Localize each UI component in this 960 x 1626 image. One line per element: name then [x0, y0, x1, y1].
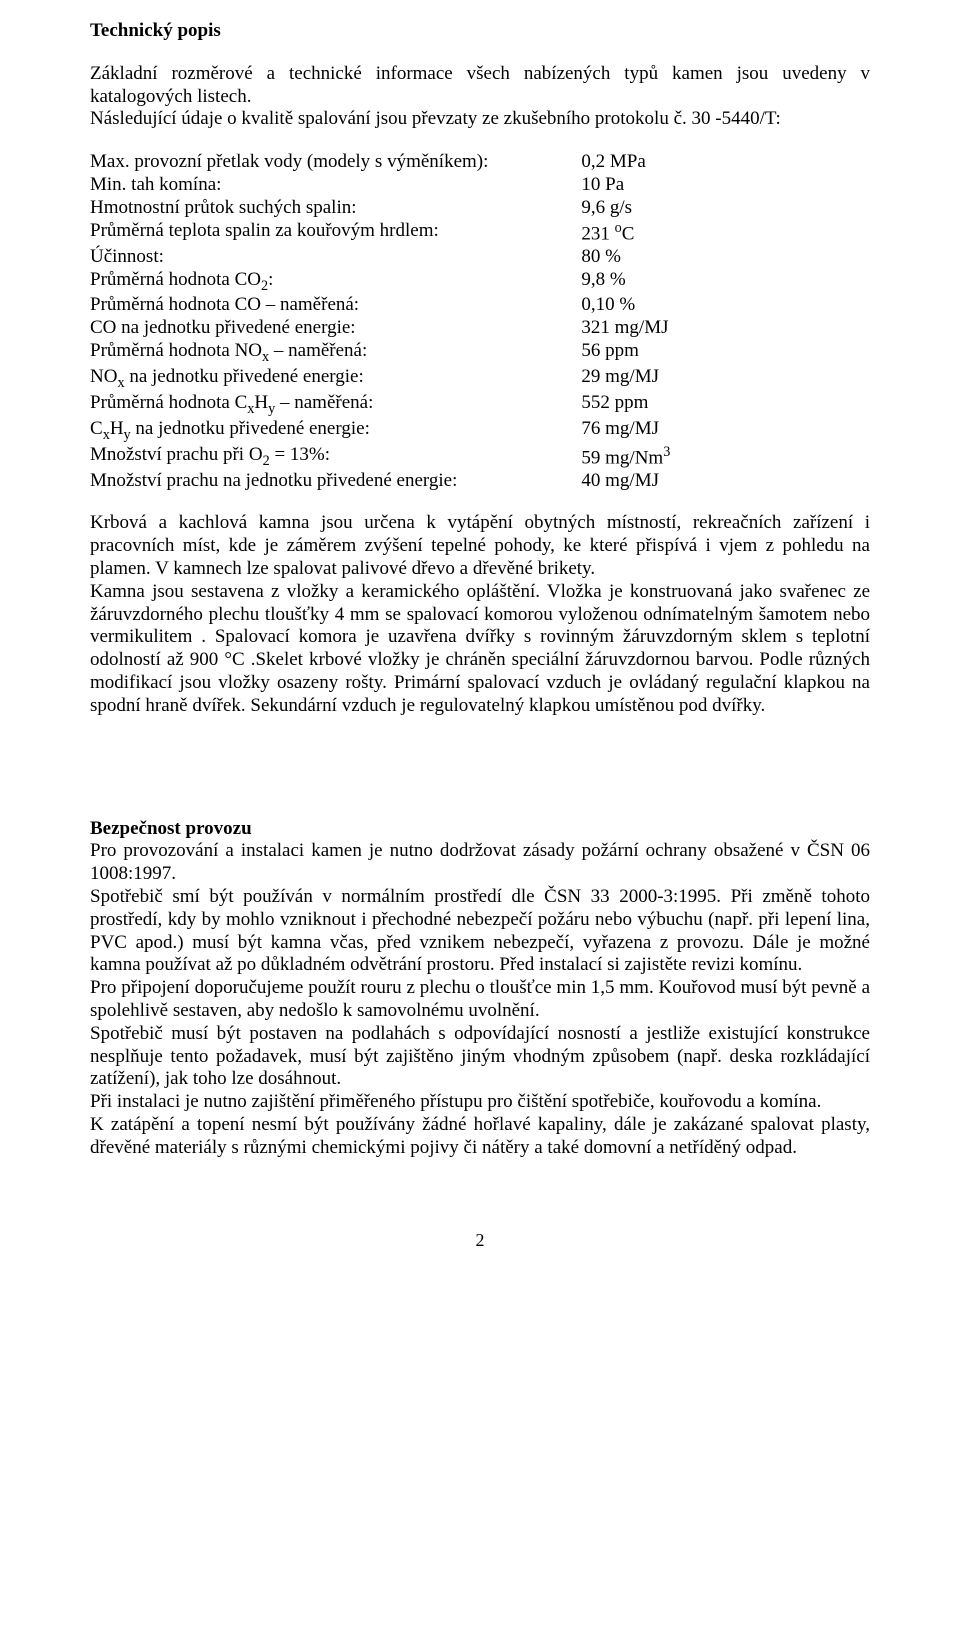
spec-row: Hmotnostní průtok suchých spalin:9,6 g/s: [90, 197, 870, 220]
spec-row: Min. tah komína:10 Pa: [90, 174, 870, 197]
spec-row: Množství prachu na jednotku přivedené en…: [90, 470, 870, 493]
spec-label: Množství prachu při O2 = 13%:: [90, 444, 581, 470]
spec-value: 40 mg/MJ: [581, 470, 870, 493]
spec-row: Účinnost:80 %: [90, 246, 870, 269]
spec-label: Průměrná hodnota CxHy – naměřená:: [90, 392, 581, 418]
safety-p4: Spotřebič musí být postaven na podlahách…: [90, 1023, 870, 1091]
safety-p1: Pro provozování a instalaci kamen je nut…: [90, 840, 870, 886]
spec-row: Průměrná hodnota CO – naměřená:0,10 %: [90, 294, 870, 317]
spec-value: 29 mg/MJ: [581, 366, 870, 392]
spec-row: Průměrná hodnota CxHy – naměřená:552 ppm: [90, 392, 870, 418]
safety-p6: K zatápění a topení nesmí být používány …: [90, 1114, 870, 1160]
section-title-technical: Technický popis: [90, 20, 870, 43]
safety-p3: Pro připojení doporučujeme použít rouru …: [90, 977, 870, 1023]
spec-label: Průměrná hodnota NOx – naměřená:: [90, 340, 581, 366]
spec-value: 10 Pa: [581, 174, 870, 197]
spec-label: Průměrná teplota spalin za kouřovým hrdl…: [90, 220, 581, 246]
spec-value: 9,8 %: [581, 269, 870, 295]
spec-label: Množství prachu na jednotku přivedené en…: [90, 470, 581, 493]
spec-label: Průměrná hodnota CO – naměřená:: [90, 294, 581, 317]
spec-value: 9,6 g/s: [581, 197, 870, 220]
spec-label: CO na jednotku přivedené energie:: [90, 317, 581, 340]
spec-label: Hmotnostní průtok suchých spalin:: [90, 197, 581, 220]
spec-label: Průměrná hodnota CO2:: [90, 269, 581, 295]
page-number: 2: [90, 1230, 870, 1252]
spec-value: 56 ppm: [581, 340, 870, 366]
spec-row: NOx na jednotku přivedené energie:29 mg/…: [90, 366, 870, 392]
spec-label: Max. provozní přetlak vody (modely s vým…: [90, 151, 581, 174]
spec-row: CO na jednotku přivedené energie:321 mg/…: [90, 317, 870, 340]
body-paragraph-2: Kamna jsou sestavena z vložky a keramick…: [90, 581, 870, 718]
specs-table: Max. provozní přetlak vody (modely s vým…: [90, 151, 870, 492]
safety-p5: Při instalaci je nutno zajištění přiměře…: [90, 1091, 870, 1114]
body-paragraph-1: Krbová a kachlová kamna jsou určena k vy…: [90, 512, 870, 580]
spec-value: 552 ppm: [581, 392, 870, 418]
spec-row: CxHy na jednotku přivedené energie:76 mg…: [90, 418, 870, 444]
spec-label: CxHy na jednotku přivedené energie:: [90, 418, 581, 444]
intro-paragraph-1: Základní rozměrové a technické informace…: [90, 63, 870, 109]
spec-value: 231 oC: [581, 220, 870, 246]
spec-row: Množství prachu při O2 = 13%:59 mg/Nm3: [90, 444, 870, 470]
spec-value: 0,10 %: [581, 294, 870, 317]
spec-row: Průměrná teplota spalin za kouřovým hrdl…: [90, 220, 870, 246]
spec-value: 59 mg/Nm3: [581, 444, 870, 470]
spec-value: 0,2 MPa: [581, 151, 870, 174]
spec-value: 80 %: [581, 246, 870, 269]
spec-label: NOx na jednotku přivedené energie:: [90, 366, 581, 392]
spec-row: Průměrná hodnota CO2:9,8 %: [90, 269, 870, 295]
safety-p2: Spotřebič smí být používán v normálním p…: [90, 886, 870, 977]
spec-value: 321 mg/MJ: [581, 317, 870, 340]
spec-row: Max. provozní přetlak vody (modely s vým…: [90, 151, 870, 174]
intro-paragraph-2: Následující údaje o kvalitě spalování js…: [90, 108, 870, 131]
spec-value: 76 mg/MJ: [581, 418, 870, 444]
spec-label: Min. tah komína:: [90, 174, 581, 197]
section-title-safety: Bezpečnost provozu: [90, 818, 870, 841]
spec-label: Účinnost:: [90, 246, 581, 269]
spec-row: Průměrná hodnota NOx – naměřená:56 ppm: [90, 340, 870, 366]
